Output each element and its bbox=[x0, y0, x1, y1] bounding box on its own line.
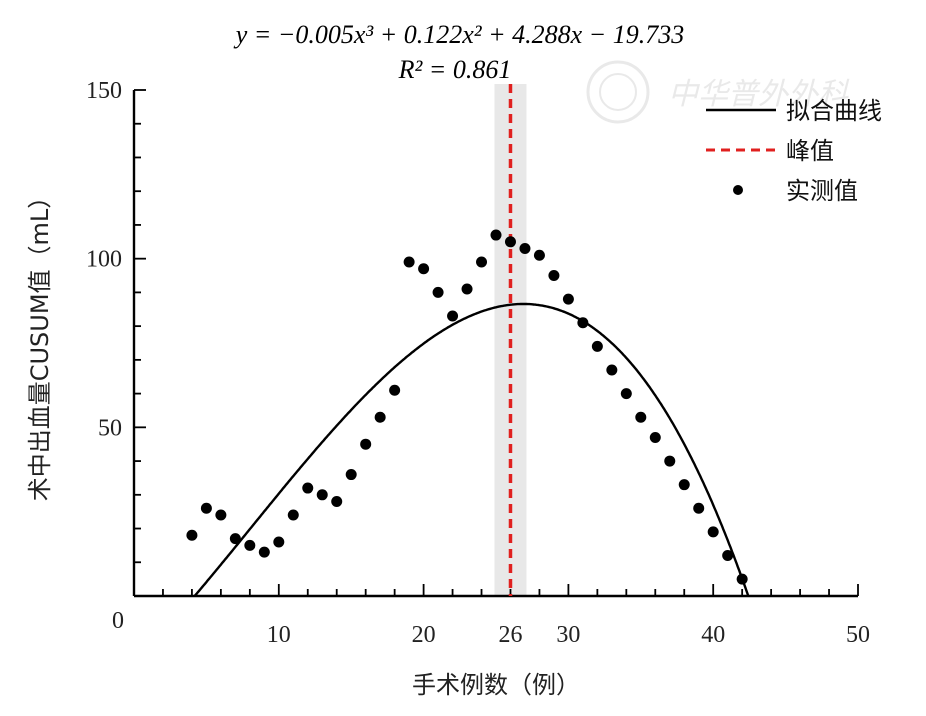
data-point bbox=[461, 283, 473, 295]
fit-equation: y = −0.005x³ + 0.122x² + 4.288x − 19.733 bbox=[233, 20, 684, 49]
data-point bbox=[707, 526, 719, 538]
data-point bbox=[476, 256, 488, 268]
data-point bbox=[403, 256, 415, 268]
watermark: 中华普外外科 bbox=[586, 60, 850, 124]
data-point bbox=[360, 438, 372, 450]
data-point bbox=[693, 502, 705, 514]
y-tick-label: 100 bbox=[86, 247, 122, 273]
data-point bbox=[490, 229, 502, 241]
x-tick-label: 20 bbox=[412, 622, 436, 648]
x-tick-label: 30 bbox=[556, 622, 580, 648]
data-point bbox=[273, 536, 285, 548]
data-point bbox=[418, 263, 430, 275]
data-point bbox=[186, 529, 198, 541]
data-point bbox=[200, 502, 212, 514]
origin-label: 0 bbox=[112, 608, 124, 634]
y-tick-label: 150 bbox=[86, 78, 122, 104]
peak-x-label: 26 bbox=[498, 622, 522, 648]
data-point bbox=[620, 388, 632, 400]
data-point bbox=[591, 340, 603, 352]
data-point bbox=[374, 411, 386, 423]
axes bbox=[132, 89, 859, 598]
legend-points-swatch bbox=[733, 185, 743, 195]
data-point bbox=[447, 310, 459, 322]
legend-fit-label: 拟合曲线 bbox=[786, 97, 882, 125]
data-point bbox=[722, 550, 734, 562]
data-point bbox=[649, 431, 661, 443]
watermark-text: 中华普外外科 bbox=[668, 77, 850, 112]
legend: 拟合曲线 峰值 实测值 bbox=[706, 97, 882, 205]
data-point bbox=[504, 236, 516, 248]
r-squared: R² = 0.861 bbox=[398, 55, 512, 84]
data-point bbox=[302, 482, 314, 494]
x-tick-label: 50 bbox=[846, 622, 870, 648]
data-point bbox=[316, 489, 328, 501]
x-tick-label: 40 bbox=[701, 622, 725, 648]
data-point bbox=[287, 509, 299, 521]
legend-peak-label: 峰值 bbox=[786, 137, 834, 165]
data-point bbox=[215, 509, 227, 521]
watermark-seal-icon bbox=[586, 60, 650, 124]
data-point bbox=[345, 469, 357, 481]
data-points bbox=[186, 229, 748, 585]
data-point bbox=[736, 573, 748, 585]
data-point bbox=[562, 293, 574, 305]
data-point bbox=[533, 249, 545, 261]
fit-curve bbox=[193, 302, 750, 597]
x-axis-title: 手术例数（例） bbox=[412, 671, 580, 699]
legend-points-label: 实测值 bbox=[786, 177, 858, 205]
data-point bbox=[678, 479, 690, 491]
data-point bbox=[635, 411, 647, 423]
data-point bbox=[331, 496, 343, 508]
data-point bbox=[389, 384, 401, 396]
data-point bbox=[244, 539, 256, 551]
data-point bbox=[548, 270, 560, 282]
data-point bbox=[664, 455, 676, 467]
data-point bbox=[229, 533, 241, 545]
y-tick-label: 50 bbox=[98, 415, 122, 441]
x-tick-label: 10 bbox=[267, 622, 291, 648]
tick-labels: 10 20 30 40 50 50 100 150 0 26 bbox=[86, 78, 870, 648]
data-point bbox=[519, 243, 531, 255]
data-point bbox=[432, 286, 444, 298]
data-point bbox=[577, 317, 589, 329]
y-axis-title: 术中出血量CUSUM值（mL） bbox=[26, 185, 54, 502]
data-point bbox=[258, 546, 270, 558]
data-point bbox=[606, 364, 618, 376]
